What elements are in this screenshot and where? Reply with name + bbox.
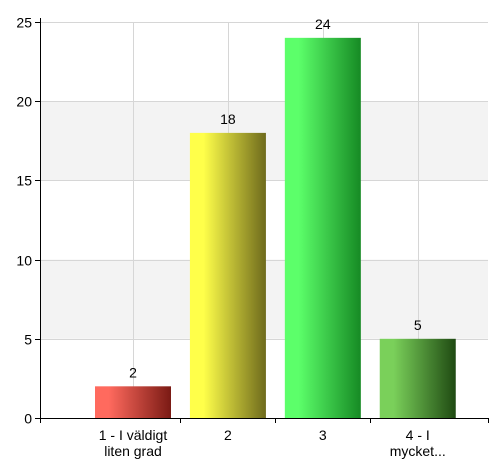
y-tick-label: 25 xyxy=(16,15,32,31)
y-tick-labels: 0 5 10 15 20 25 xyxy=(16,15,32,427)
y-tick-label: 0 xyxy=(24,411,32,427)
y-tick-label: 5 xyxy=(24,332,32,348)
data-label-3: 24 xyxy=(315,16,331,32)
bar-1 xyxy=(95,386,171,418)
data-label-2: 18 xyxy=(220,111,236,127)
data-label-1: 2 xyxy=(129,364,137,380)
y-tick-label: 10 xyxy=(16,253,32,269)
bars xyxy=(95,37,456,419)
y-tick-label: 20 xyxy=(16,94,32,110)
x-category-label-1: 1 - I väldigt liten grad xyxy=(99,427,168,459)
bar-3 xyxy=(284,37,361,419)
x-category-label-2: 2 xyxy=(224,427,232,443)
data-label-4: 5 xyxy=(414,317,422,333)
bar-2 xyxy=(189,132,266,418)
bar-4 xyxy=(379,338,456,418)
axes xyxy=(35,18,489,423)
data-labels: 2 18 24 5 xyxy=(129,16,422,380)
x-category-label-3: 3 xyxy=(319,427,327,443)
y-tick-label: 15 xyxy=(16,173,32,189)
